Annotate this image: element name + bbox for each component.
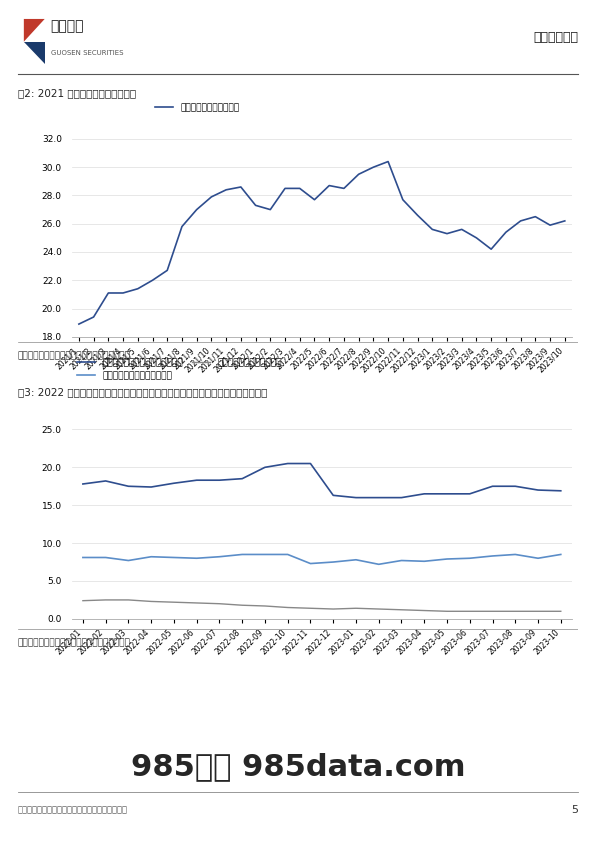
Text: 资料来源：普益标准，国信证券经济研究所整理: 资料来源：普益标准，国信证券经济研究所整理 — [18, 638, 131, 647]
Text: 图3: 2022 年以来不同投资性质理财产品存续规模；现金管理类和固收类是绝对主力: 图3: 2022 年以来不同投资性质理财产品存续规模；现金管理类和固收类是绝对主… — [18, 387, 267, 397]
Legend: 存续规模：现金管理类（万亿元）, 存续规模：固收类（万亿元）, 存续规模：其他（万亿元）: 存续规模：现金管理类（万亿元）, 存续规模：固收类（万亿元）, 存续规模：其他（… — [73, 354, 285, 384]
Text: 请务必阅读正文之后的免责声明及其项下所有内容: 请务必阅读正文之后的免责声明及其项下所有内容 — [18, 805, 128, 814]
Text: 5: 5 — [571, 805, 578, 814]
Legend: 理财产品规模（万亿元）: 理财产品规模（万亿元） — [151, 100, 243, 116]
Polygon shape — [24, 19, 45, 41]
Text: 证券研究报告: 证券研究报告 — [533, 31, 578, 45]
Text: 985数据 985data.com: 985数据 985data.com — [131, 752, 465, 781]
Text: 资料来源：普益标准，国信证券经济研究所整理: 资料来源：普益标准，国信证券经济研究所整理 — [18, 352, 131, 360]
Text: 图2: 2021 年以来理财产品存续规模: 图2: 2021 年以来理财产品存续规模 — [18, 88, 136, 99]
Polygon shape — [24, 41, 45, 65]
Text: 国信证券: 国信证券 — [51, 19, 84, 34]
Text: GUOSEN SECURITIES: GUOSEN SECURITIES — [51, 50, 123, 56]
